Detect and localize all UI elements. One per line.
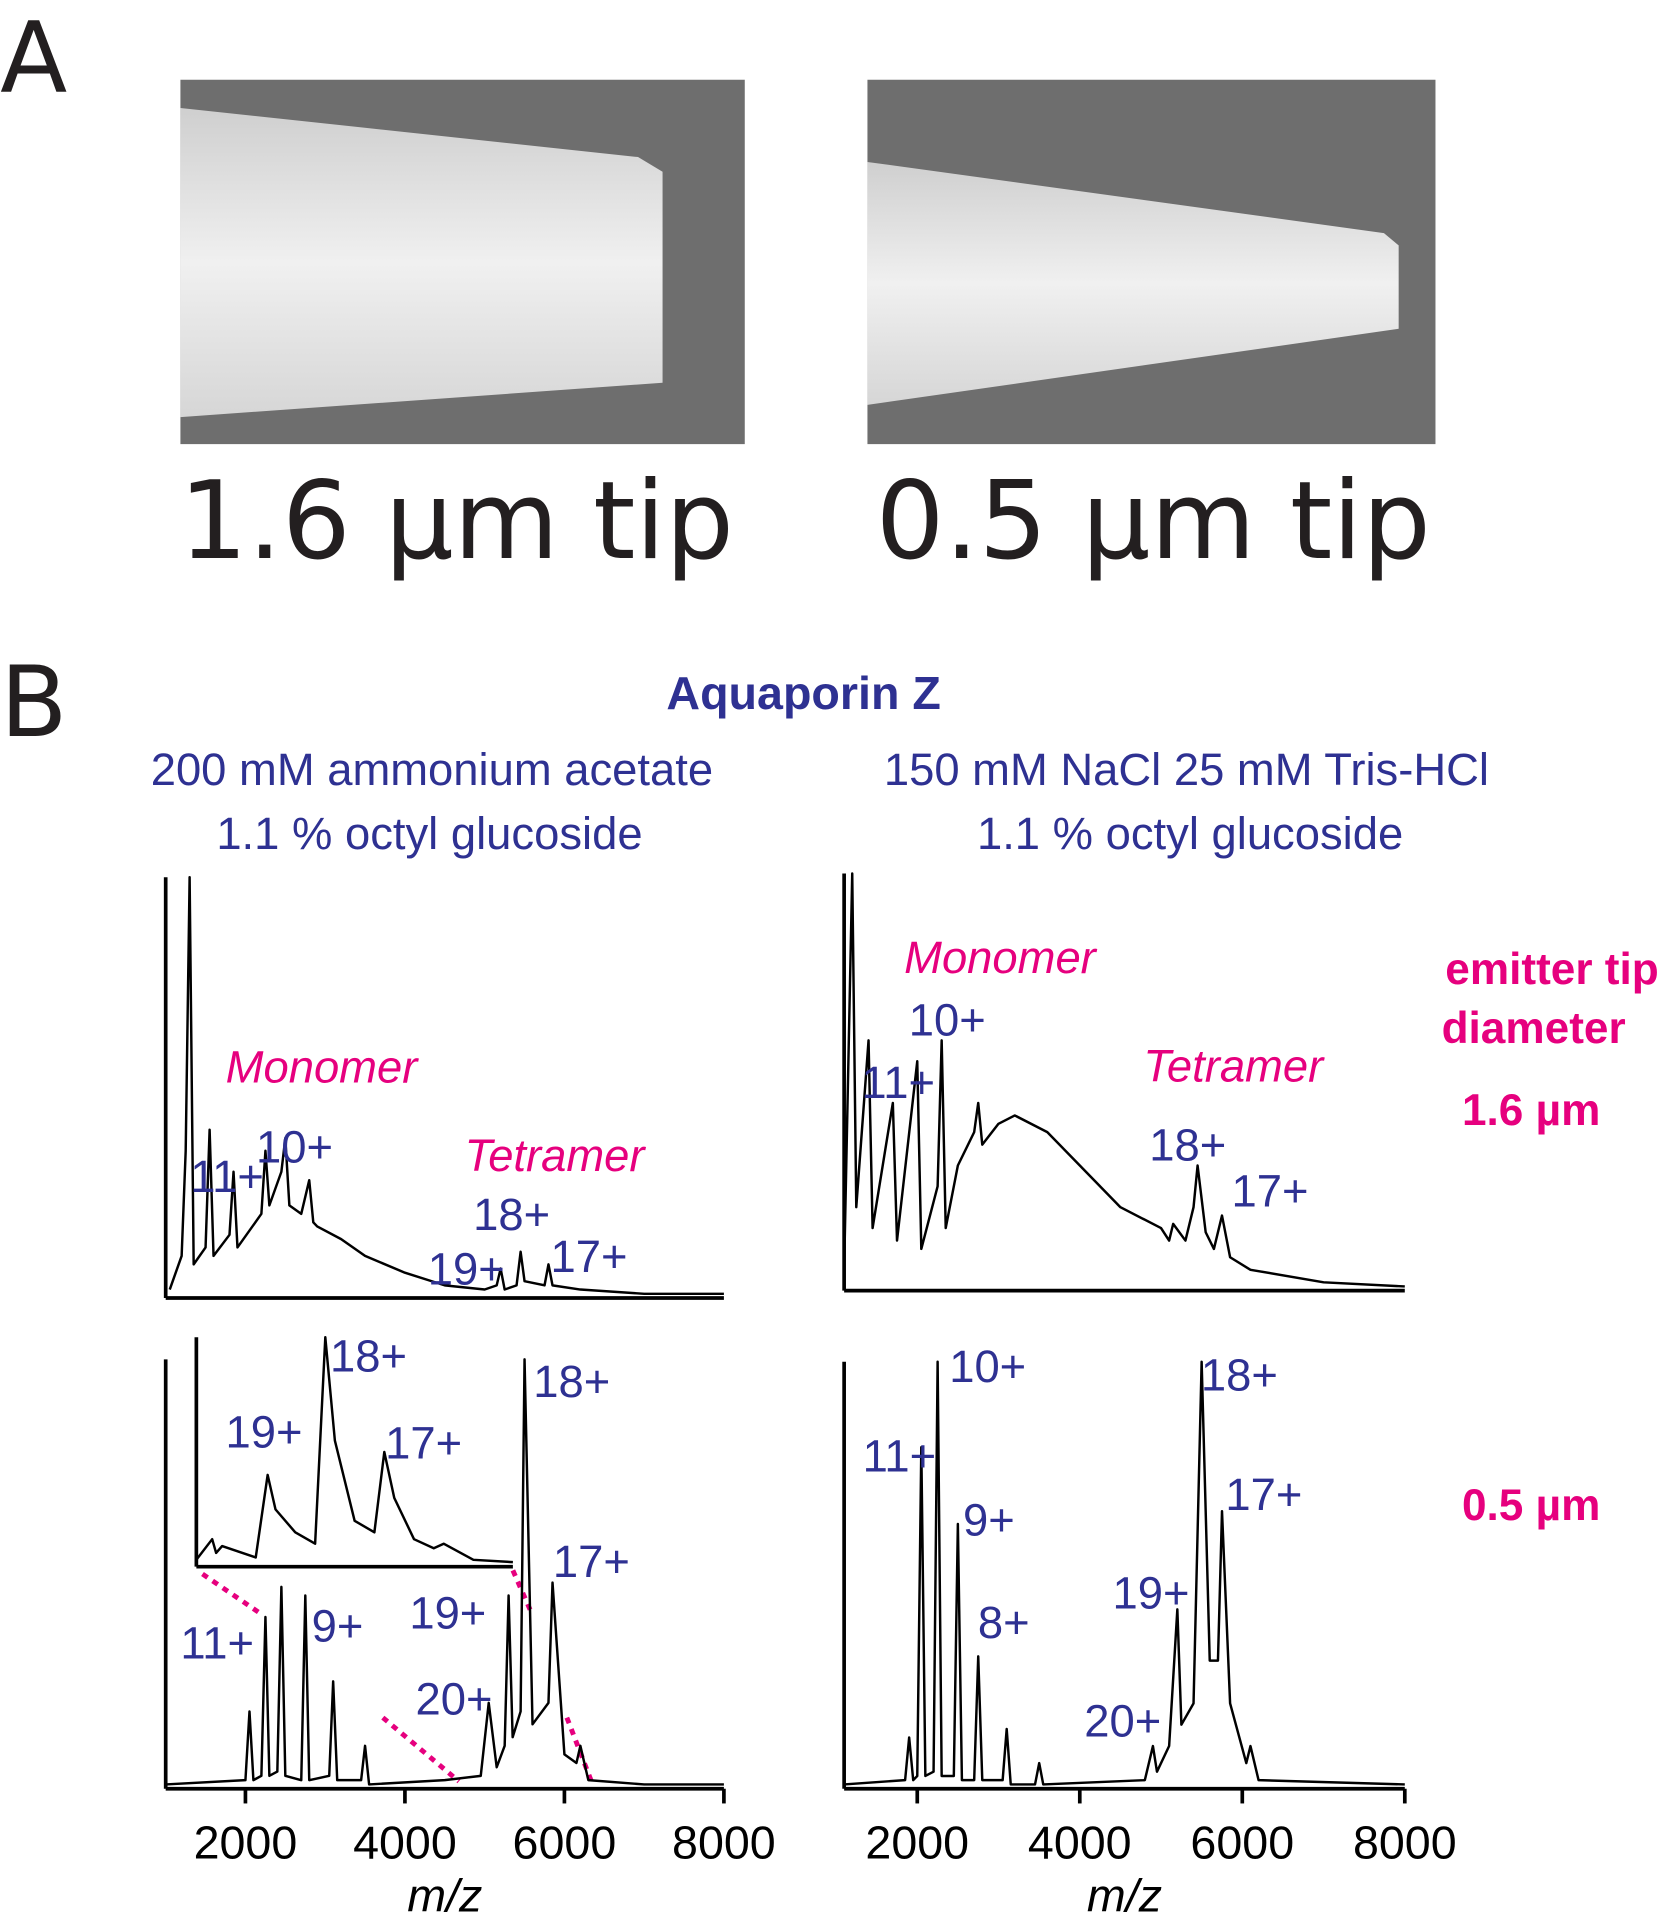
- annotation: 18+: [533, 1356, 610, 1407]
- row-heading: emitter tip: [1445, 945, 1658, 994]
- annotation: 11+: [190, 1151, 264, 1202]
- row-label: 1.6 µm: [1462, 1086, 1600, 1135]
- spectrum: [165, 1358, 724, 1786]
- annotation: Tetramer: [465, 1130, 647, 1181]
- annotation: 11+: [180, 1618, 254, 1669]
- annotation: 10+: [256, 1121, 333, 1172]
- annotation: 17+: [1225, 1469, 1302, 1520]
- annotation: 19+: [226, 1406, 303, 1457]
- annotation: Tetramer: [1143, 1040, 1325, 1091]
- x-tick-label: 8000: [672, 1817, 776, 1869]
- condition: 1.1 % octyl glucoside: [977, 808, 1403, 859]
- x-axis-label: m/z: [407, 1869, 482, 1920]
- annotation: 17+: [385, 1418, 462, 1469]
- zoom-guides: [201, 1569, 594, 1784]
- caption: 1.6 µm tip: [179, 459, 734, 584]
- annotation: 11+: [861, 1057, 935, 1108]
- annotation: 20+: [415, 1674, 492, 1725]
- title: Aquaporin Z: [666, 667, 940, 719]
- annotation: 18+: [1201, 1350, 1278, 1401]
- caption: 0.5 µm tip: [876, 459, 1431, 584]
- x-tick-label: 8000: [1353, 1817, 1457, 1869]
- inset-bg: [196, 1331, 513, 1567]
- x-tick-label: 6000: [1190, 1817, 1294, 1869]
- annotation: 10+: [949, 1341, 1026, 1392]
- x-tick-label: 4000: [1028, 1817, 1132, 1869]
- annotation: 10+: [909, 994, 986, 1045]
- x-tick-label: 2000: [865, 1817, 969, 1869]
- condition: 150 mM NaCl 25 mM Tris-HCl: [884, 744, 1489, 795]
- annotation: 18+: [473, 1189, 550, 1240]
- spectrum: [842, 872, 1405, 1288]
- x-tick-label: 4000: [353, 1817, 457, 1869]
- annotation: 8+: [978, 1597, 1030, 1648]
- spectrum: [195, 1336, 513, 1564]
- panel-label: B: [0, 646, 67, 760]
- spectrum: [844, 1360, 1405, 1786]
- tip-shape: [867, 161, 1399, 405]
- tip-shape: [180, 107, 663, 418]
- annotation: 19+: [1113, 1567, 1190, 1618]
- annotation: 11+: [863, 1431, 937, 1482]
- annotation: Monomer: [226, 1041, 420, 1092]
- x-tick-label: 6000: [513, 1817, 617, 1869]
- panel-label: A: [0, 2, 67, 116]
- row-label: 0.5 µm: [1462, 1481, 1600, 1530]
- row-heading: diameter: [1442, 1004, 1626, 1053]
- annotation: 20+: [1084, 1695, 1161, 1746]
- condition: 200 mM ammonium acetate: [151, 744, 713, 795]
- annotation: 18+: [1149, 1120, 1226, 1171]
- annotation: 17+: [553, 1536, 630, 1587]
- annotation: 17+: [550, 1231, 627, 1282]
- spectrum: [168, 875, 724, 1296]
- x-tick-label: 2000: [194, 1817, 298, 1869]
- annotation: 9+: [312, 1601, 364, 1652]
- annotation: 18+: [330, 1331, 407, 1382]
- condition: 1.1 % octyl glucoside: [216, 808, 642, 859]
- annotation: 9+: [963, 1495, 1015, 1546]
- annotation: 19+: [428, 1243, 505, 1294]
- annotation: 19+: [409, 1588, 486, 1639]
- annotation: Monomer: [904, 932, 1098, 983]
- annotation: 17+: [1232, 1165, 1309, 1216]
- x-axis-label: m/z: [1087, 1869, 1162, 1920]
